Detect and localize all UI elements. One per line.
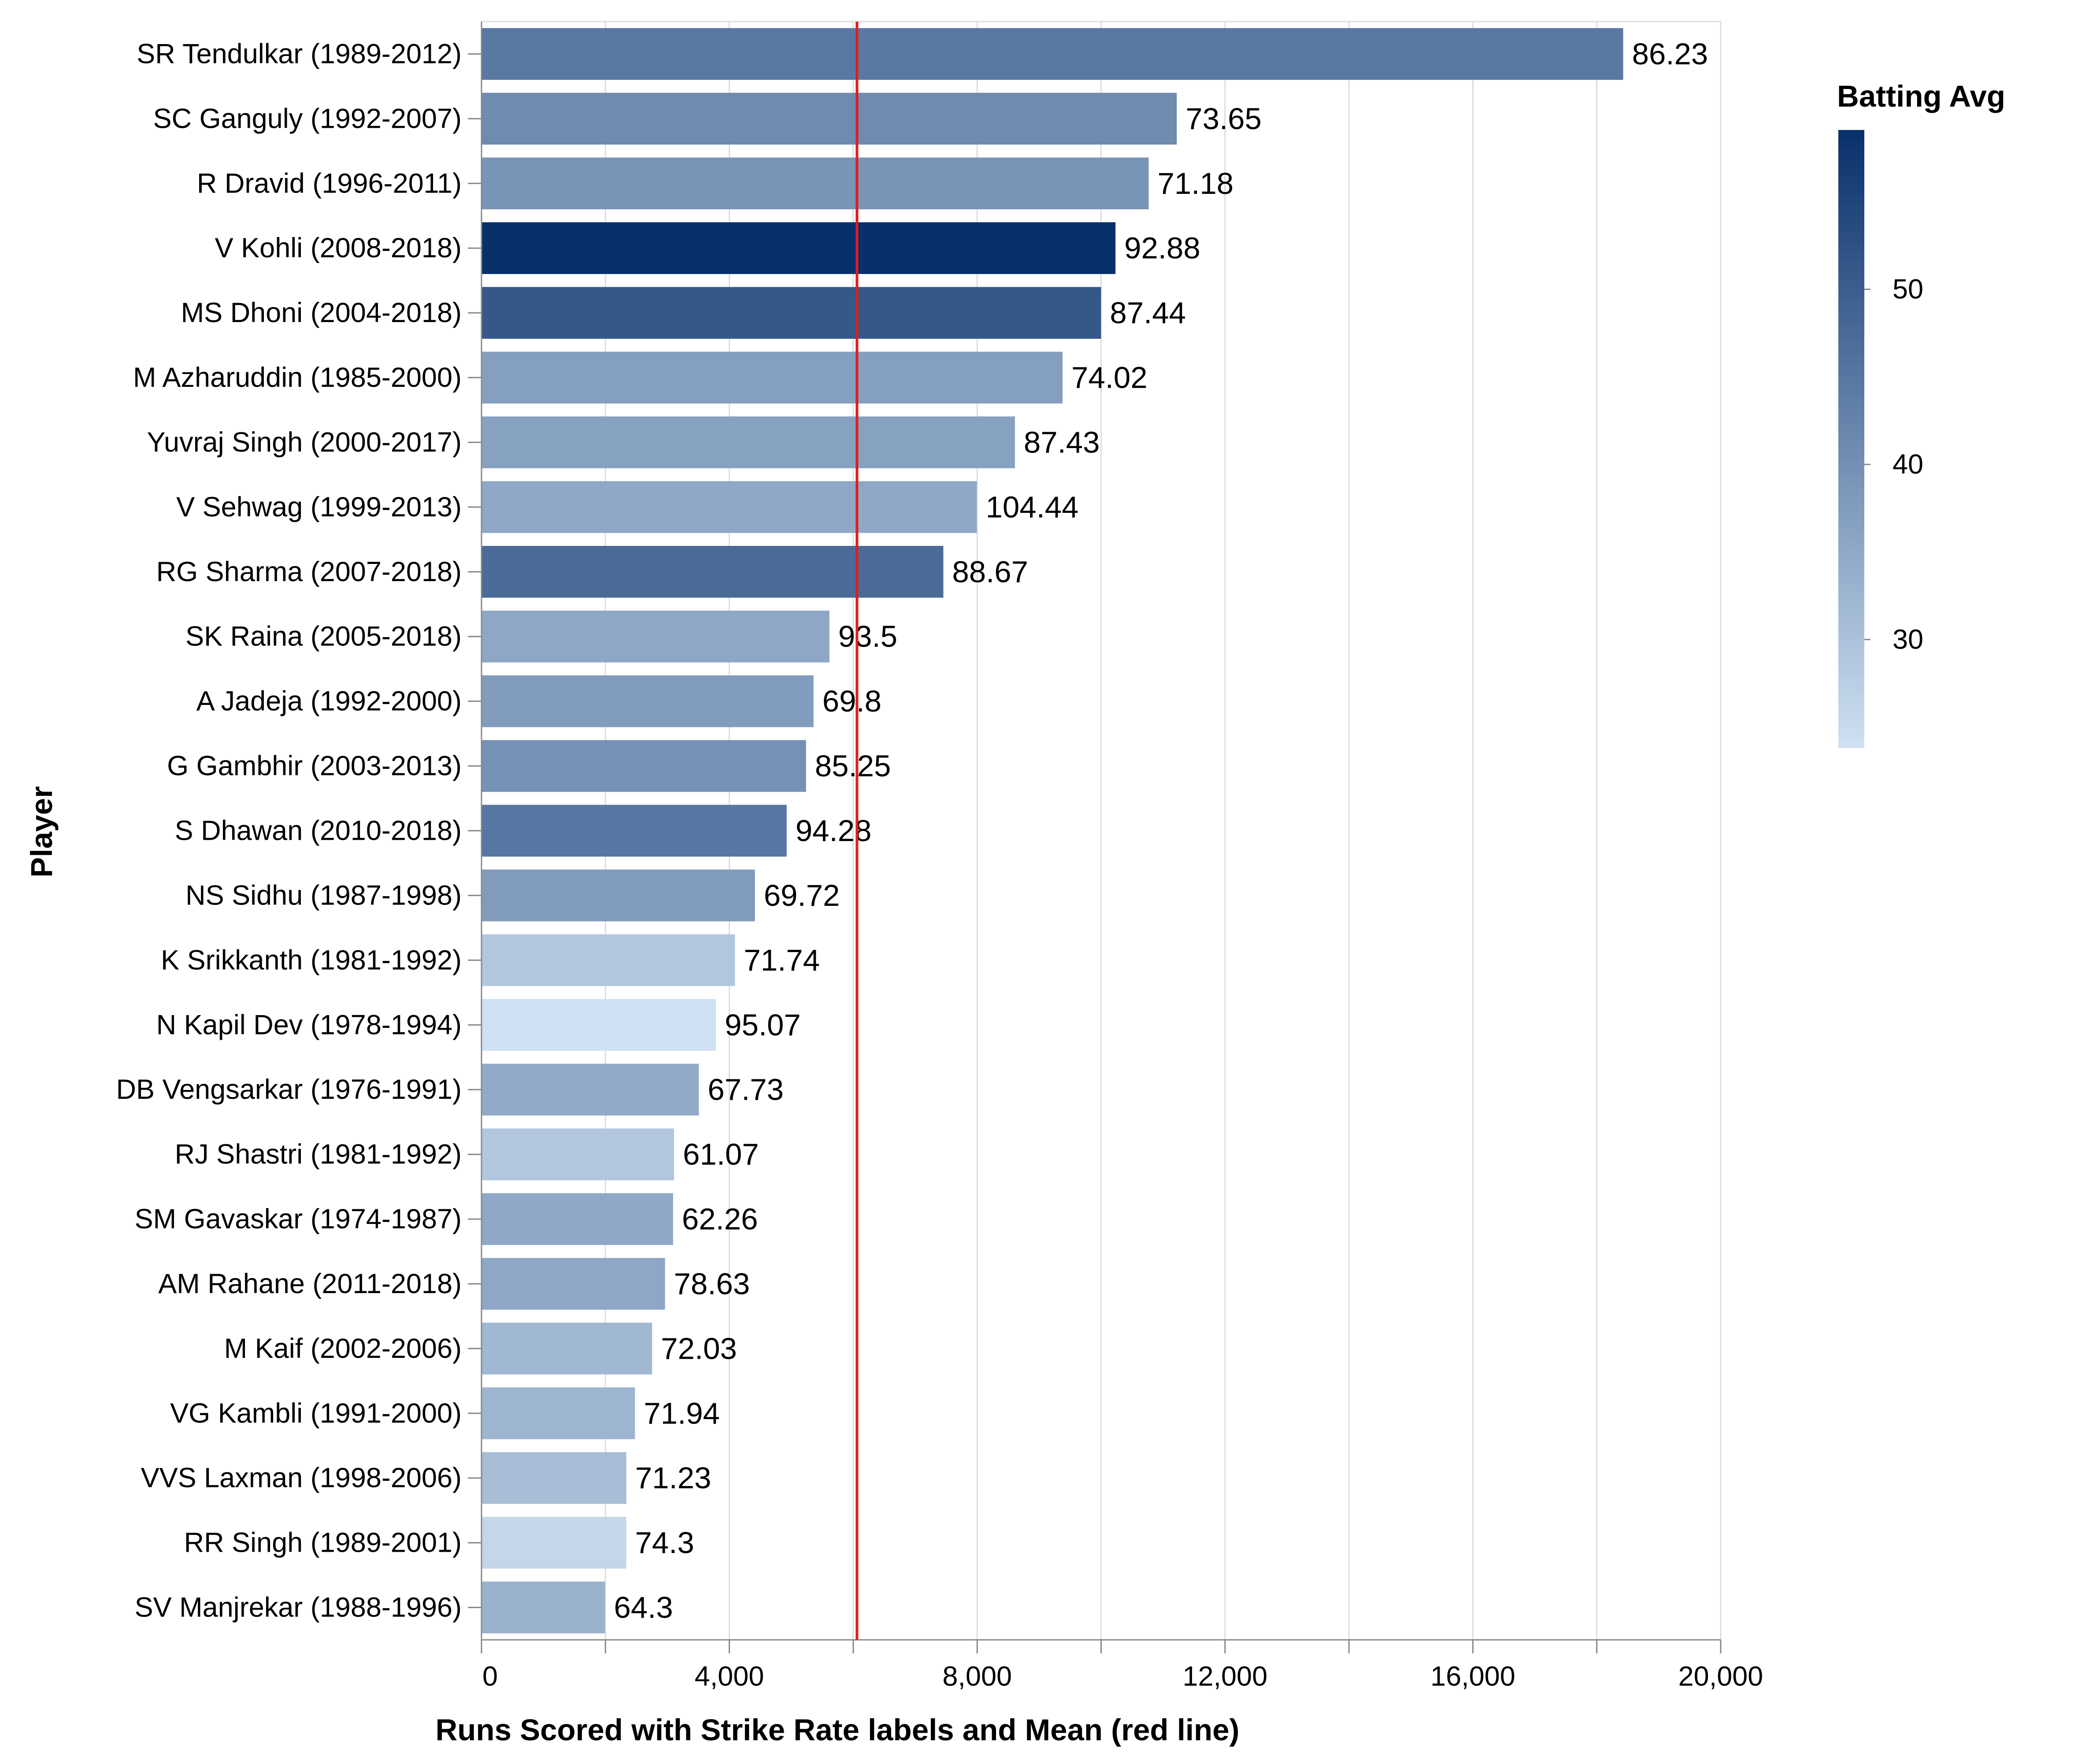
strike-rate-label: 64.3 bbox=[614, 1590, 673, 1624]
bar bbox=[481, 1323, 652, 1375]
y-tick-label: VG Kambli (1991-2000) bbox=[170, 1398, 462, 1429]
x-tick-label: 4,000 bbox=[695, 1661, 764, 1692]
bar bbox=[481, 93, 1177, 145]
y-tick-label: S Dhawan (2010-2018) bbox=[175, 816, 462, 846]
bar bbox=[481, 1452, 626, 1504]
bar bbox=[481, 610, 830, 663]
bar bbox=[481, 1128, 674, 1180]
strike-rate-label: 62.26 bbox=[682, 1202, 758, 1236]
legend-tick-label: 50 bbox=[1893, 274, 1923, 305]
strike-rate-label: 73.65 bbox=[1185, 102, 1262, 136]
y-tick-label: R Dravid (1996-2011) bbox=[197, 168, 462, 199]
y-tick-label: V Sehwag (1999-2013) bbox=[176, 492, 462, 523]
strike-rate-labels: 86.23 73.65 71.18 92.88 87.44 74.02 87.43 104.4… bbox=[614, 37, 1708, 1624]
bar bbox=[481, 481, 977, 533]
strike-rate-label: 88.67 bbox=[952, 555, 1028, 589]
bar bbox=[481, 352, 1063, 404]
axes: SR Tendulkar (1989-2012) SC Ganguly (1992… bbox=[116, 22, 1763, 1692]
bar bbox=[481, 1387, 635, 1439]
bar bbox=[481, 546, 944, 598]
bars bbox=[481, 28, 1623, 1634]
y-tick-label: G Gambhir (2003-2013) bbox=[167, 751, 462, 782]
bar bbox=[481, 999, 716, 1051]
strike-rate-label: 71.23 bbox=[635, 1461, 711, 1495]
bar bbox=[481, 157, 1149, 210]
y-tick-label: Yuvraj Singh (2000-2017) bbox=[147, 427, 462, 458]
strike-rate-label: 74.02 bbox=[1071, 361, 1148, 395]
y-tick-label: M Kaif (2002-2006) bbox=[224, 1333, 462, 1364]
y-tick-label: A Jadeja (1992-2000) bbox=[196, 686, 462, 717]
bar bbox=[481, 1516, 626, 1569]
y-tick-label: K Srikkanth (1981-1992) bbox=[161, 945, 462, 975]
strike-rate-label: 87.43 bbox=[1024, 425, 1100, 459]
x-tick-label: 16,000 bbox=[1430, 1661, 1515, 1692]
y-tick-label: DB Vengsarkar (1976-1991) bbox=[116, 1074, 462, 1105]
y-tick-label: N Kapil Dev (1978-1994) bbox=[156, 1009, 462, 1040]
y-tick-label: V Kohli (2008-2018) bbox=[215, 233, 462, 263]
strike-rate-label: 69.8 bbox=[822, 684, 881, 718]
x-tick-label: 20,000 bbox=[1678, 1661, 1763, 1692]
strike-rate-label: 72.03 bbox=[661, 1331, 737, 1365]
strike-rate-label: 71.18 bbox=[1158, 167, 1234, 200]
strike-rate-label: 104.44 bbox=[985, 490, 1078, 524]
strike-rate-label: 61.07 bbox=[683, 1138, 759, 1172]
y-tick-label: M Azharuddin (1985-2000) bbox=[133, 362, 462, 393]
bar bbox=[481, 675, 814, 727]
bar bbox=[481, 1258, 665, 1310]
y-tick-label: SV Manjrekar (1988-1996) bbox=[135, 1592, 462, 1623]
bar bbox=[481, 222, 1116, 274]
legend-color-scale bbox=[1838, 130, 1864, 748]
bar bbox=[481, 1064, 699, 1116]
bar bbox=[481, 1581, 605, 1634]
strike-rate-label: 78.63 bbox=[674, 1267, 750, 1301]
bar bbox=[481, 740, 806, 792]
legend-tick-label: 30 bbox=[1893, 624, 1923, 655]
bar bbox=[481, 869, 755, 922]
y-tick-label: NS Sidhu (1987-1998) bbox=[185, 880, 462, 911]
x-tick-label: 8,000 bbox=[942, 1661, 1012, 1692]
y-tick-label: RG Sharma (2007-2018) bbox=[156, 556, 462, 587]
strike-rate-label: 71.74 bbox=[744, 943, 820, 977]
y-tick-label: SC Ganguly (1992-2007) bbox=[153, 103, 462, 134]
strike-rate-label: 69.72 bbox=[764, 879, 840, 912]
strike-rate-label: 86.23 bbox=[1632, 37, 1708, 71]
strike-rate-label: 67.73 bbox=[707, 1073, 784, 1107]
legend: Batting Avg 30 40 50 bbox=[1837, 79, 2005, 748]
y-axis-title: Player bbox=[25, 786, 59, 877]
x-tick-label: 12,000 bbox=[1182, 1661, 1267, 1692]
bar bbox=[481, 416, 1015, 468]
bar bbox=[481, 28, 1623, 80]
bar bbox=[481, 1193, 673, 1245]
bar bbox=[481, 287, 1101, 339]
y-tick-label: SK Raina (2005-2018) bbox=[185, 621, 462, 652]
strike-rate-label: 92.88 bbox=[1124, 231, 1200, 265]
strike-rate-label: 71.94 bbox=[644, 1396, 720, 1430]
x-axis-title: Runs Scored with Strike Rate labels and … bbox=[435, 1713, 1239, 1747]
strike-rate-label: 93.5 bbox=[838, 619, 897, 653]
y-tick-label: SM Gavaskar (1974-1987) bbox=[135, 1204, 462, 1235]
y-tick-label: RR Singh (1989-2001) bbox=[184, 1527, 462, 1558]
y-tick-label: SR Tendulkar (1989-2012) bbox=[137, 38, 462, 69]
y-tick-label: MS Dhoni (2004-2018) bbox=[181, 297, 462, 328]
legend-tick-label: 40 bbox=[1893, 449, 1923, 480]
strike-rate-label: 87.44 bbox=[1110, 296, 1186, 330]
y-tick-label: AM Rahane (2011-2018) bbox=[158, 1268, 462, 1299]
bar bbox=[481, 804, 787, 857]
y-tick-label: RJ Shastri (1981-1992) bbox=[175, 1139, 462, 1170]
legend-title: Batting Avg bbox=[1837, 79, 2005, 113]
x-tick-label: 0 bbox=[482, 1661, 498, 1692]
strike-rate-label: 85.25 bbox=[815, 749, 891, 783]
strike-rate-label: 94.28 bbox=[796, 814, 872, 848]
strike-rate-label: 74.3 bbox=[635, 1526, 694, 1560]
strike-rate-label: 95.07 bbox=[725, 1008, 801, 1042]
y-tick-label: VVS Laxman (1998-2006) bbox=[141, 1463, 462, 1494]
bar bbox=[481, 934, 735, 986]
